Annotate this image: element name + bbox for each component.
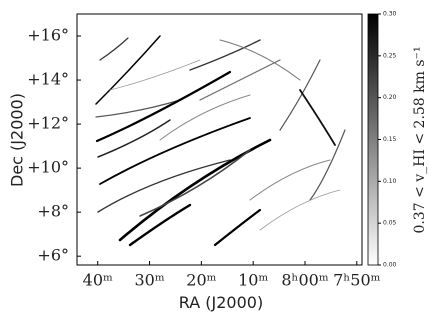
colorbar-tick-label: 0.15 [383,136,397,143]
x-tick-label: 30ᵐ [134,271,164,290]
colorbar-tick-label: 0.00 [383,262,397,269]
x-tick-label: 20ᵐ [186,271,216,290]
y-tick-label: +12° [27,114,69,133]
y-tick-label: +8° [37,202,69,221]
plot-frame [76,13,363,266]
x-axis-label: RA (J2000) [179,293,263,312]
x-tick-label: 10ᵐ [238,271,268,290]
x-tick-label: 8ʰ00ᵐ [281,271,328,290]
colorbar-tick-label: 0.05 [383,220,397,227]
colorbar-label: 0.37 < v_HI < 2.58 km s⁻¹ [412,46,428,233]
x-tick-label: 7ʰ50ᵐ [333,271,380,290]
y-tick-label: +16° [27,26,69,45]
colorbar-tick-label: 0.25 [383,52,397,59]
y-tick-label: +14° [27,70,69,89]
y-tick-label: +6° [37,246,69,265]
filaments [95,35,346,247]
y-tick-label: +10° [27,158,69,177]
colorbar-tick-label: 0.30 [383,11,397,18]
colorbar-tick-label: 0.10 [383,178,397,185]
x-tick-label: 40ᵐ [83,271,113,290]
colorbar-tick-label: 0.20 [383,94,397,101]
colorbar [367,13,379,266]
y-axis-label: Dec (J2000) [8,93,27,187]
